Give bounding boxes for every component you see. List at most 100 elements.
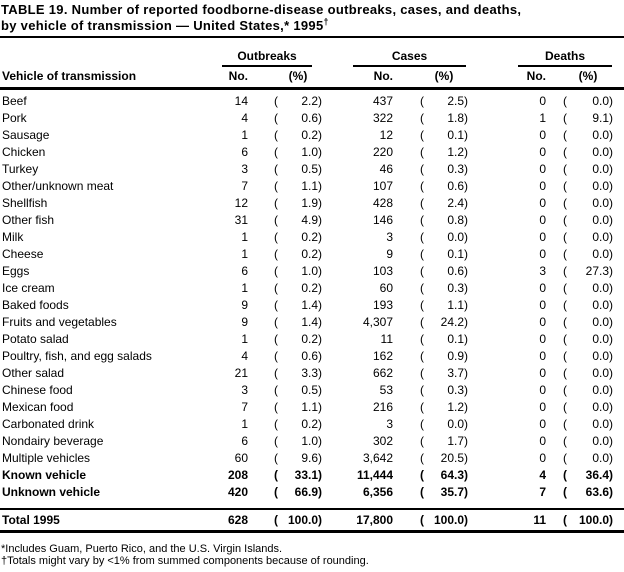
cases-no-cell: 3 [386, 416, 393, 431]
outbreaks-pct-cell: (3.3) [248, 366, 322, 380]
deaths-pct-cell: (0.0) [546, 230, 624, 244]
percent-open-paren: ( [420, 467, 424, 482]
cases-pct-cell: (35.7) [393, 485, 468, 499]
percent-close-paren: ) [464, 513, 468, 527]
cases-no-cell: 302 [372, 433, 393, 448]
percent-open-paren: ( [563, 467, 567, 482]
percent-value: 0.0 [592, 144, 609, 159]
vehicle-cell: Pork [2, 110, 27, 125]
percent-open-paren: ( [563, 93, 567, 108]
cases-pct-cell: (0.0) [393, 230, 468, 244]
column-header-outbreaks-no: No. [228, 69, 248, 83]
percent-close-paren: ) [464, 110, 468, 125]
percent-open-paren: ( [420, 382, 424, 397]
outbreaks-no-cell: 6 [241, 433, 248, 448]
percent-open-paren: ( [420, 450, 424, 465]
percent-close-paren: ) [609, 513, 613, 527]
percent-value: 0.0 [592, 331, 609, 346]
percent-value: 0.0 [592, 365, 609, 380]
percent-open-paren: ( [563, 365, 567, 380]
deaths-no-cell: 0 [539, 433, 546, 448]
percent-close-paren: ) [318, 212, 322, 227]
percent-close-paren: ) [464, 195, 468, 210]
table-row: Potato salad 1 (0.2) 11 (0.1) 0 (0.0) [0, 330, 624, 347]
percent-value: 1.8 [447, 110, 464, 125]
cases-no-cell: 3 [386, 229, 393, 244]
deaths-no-cell: 0 [539, 229, 546, 244]
percent-close-paren: ) [609, 178, 613, 193]
cases-no-cell: 17,800 [356, 513, 393, 527]
deaths-no-cell: 0 [539, 348, 546, 363]
outbreaks-pct-cell: (0.2) [248, 230, 322, 244]
vehicle-cell: Known vehicle [2, 467, 87, 482]
percent-close-paren: ) [464, 280, 468, 295]
percent-close-paren: ) [318, 450, 322, 465]
percent-open-paren: ( [563, 127, 567, 142]
percent-value: 0.0 [592, 178, 609, 193]
cases-pct-cell: (1.1) [393, 298, 468, 312]
deaths-pct-cell: (0.0) [546, 247, 624, 261]
deaths-no-cell: 11 [533, 513, 546, 527]
percent-value: 0.0 [592, 450, 609, 465]
percent-value: 36.4 [585, 467, 609, 482]
percent-open-paren: ( [420, 178, 424, 193]
percent-close-paren: ) [464, 382, 468, 397]
percent-value: 1.0 [301, 433, 318, 448]
cases-pct-cell: (0.3) [393, 383, 468, 397]
percent-value: 0.0 [592, 229, 609, 244]
percent-value: 0.1 [447, 127, 464, 142]
percent-close-paren: ) [318, 93, 322, 108]
outbreaks-no-cell: 3 [241, 161, 248, 176]
column-header-cases-no: No. [373, 69, 393, 83]
deaths-no-cell: 0 [539, 280, 546, 295]
percent-open-paren: ( [563, 416, 567, 431]
percent-open-paren: ( [563, 161, 567, 176]
table-row: Cheese 1 (0.2) 9 (0.1) 0 (0.0) [0, 245, 624, 262]
percent-value: 1.0 [301, 144, 318, 159]
percent-open-paren: ( [274, 263, 278, 278]
table-row: Pork 4 (0.6) 322 (1.8) 1 (9.1) [0, 109, 624, 126]
percent-close-paren: ) [609, 161, 613, 176]
deaths-no-cell: 0 [539, 382, 546, 397]
percent-open-paren: ( [420, 93, 424, 108]
percent-value: 0.0 [592, 382, 609, 397]
outbreaks-pct-cell: (1.1) [248, 400, 322, 414]
table-row: Chicken 6 (1.0) 220 (1.2) 0 (0.0) [0, 143, 624, 160]
deaths-pct-cell: (0.0) [546, 400, 624, 414]
cases-no-cell: 322 [372, 110, 393, 125]
percent-value: 0.0 [592, 399, 609, 414]
column-group-cases: Cases [353, 49, 466, 67]
percent-value: 1.1 [447, 297, 464, 312]
percent-open-paren: ( [274, 297, 278, 312]
percent-value: 1.2 [447, 144, 464, 159]
percent-open-paren: ( [274, 246, 278, 261]
deaths-pct-cell: (0.0) [546, 162, 624, 176]
percent-value: 1.1 [301, 399, 318, 414]
deaths-no-cell: 0 [539, 212, 546, 227]
percent-value: 66.9 [294, 484, 318, 499]
outbreaks-no-cell: 208 [227, 467, 248, 482]
percent-close-paren: ) [464, 212, 468, 227]
cases-no-cell: 4,307 [362, 314, 393, 329]
percent-value: 0.0 [592, 297, 609, 312]
deaths-pct-cell: (0.0) [546, 349, 624, 363]
table-row: Poultry, fish, and egg salads 4 (0.6) 16… [0, 347, 624, 364]
percent-open-paren: ( [274, 331, 278, 346]
deaths-pct-cell: (0.0) [546, 366, 624, 380]
cases-pct-cell: (2.5) [393, 94, 468, 108]
deaths-pct-cell: (0.0) [546, 451, 624, 465]
percent-close-paren: ) [609, 110, 613, 125]
percent-open-paren: ( [420, 263, 424, 278]
deaths-pct-cell: (0.0) [546, 213, 624, 227]
percent-open-paren: ( [563, 212, 567, 227]
percent-value: 100.0 [578, 513, 609, 527]
percent-close-paren: ) [318, 348, 322, 363]
table-row: Multiple vehicles 60 (9.6) 3,642 (20.5) … [0, 449, 624, 466]
percent-close-paren: ) [609, 229, 613, 244]
cases-no-cell: 216 [372, 399, 393, 414]
percent-open-paren: ( [274, 110, 278, 125]
column-header-outbreaks-pct: (%) [288, 69, 308, 83]
percent-value: 0.8 [447, 212, 464, 227]
percent-value: 0.0 [592, 433, 609, 448]
percent-close-paren: ) [318, 229, 322, 244]
